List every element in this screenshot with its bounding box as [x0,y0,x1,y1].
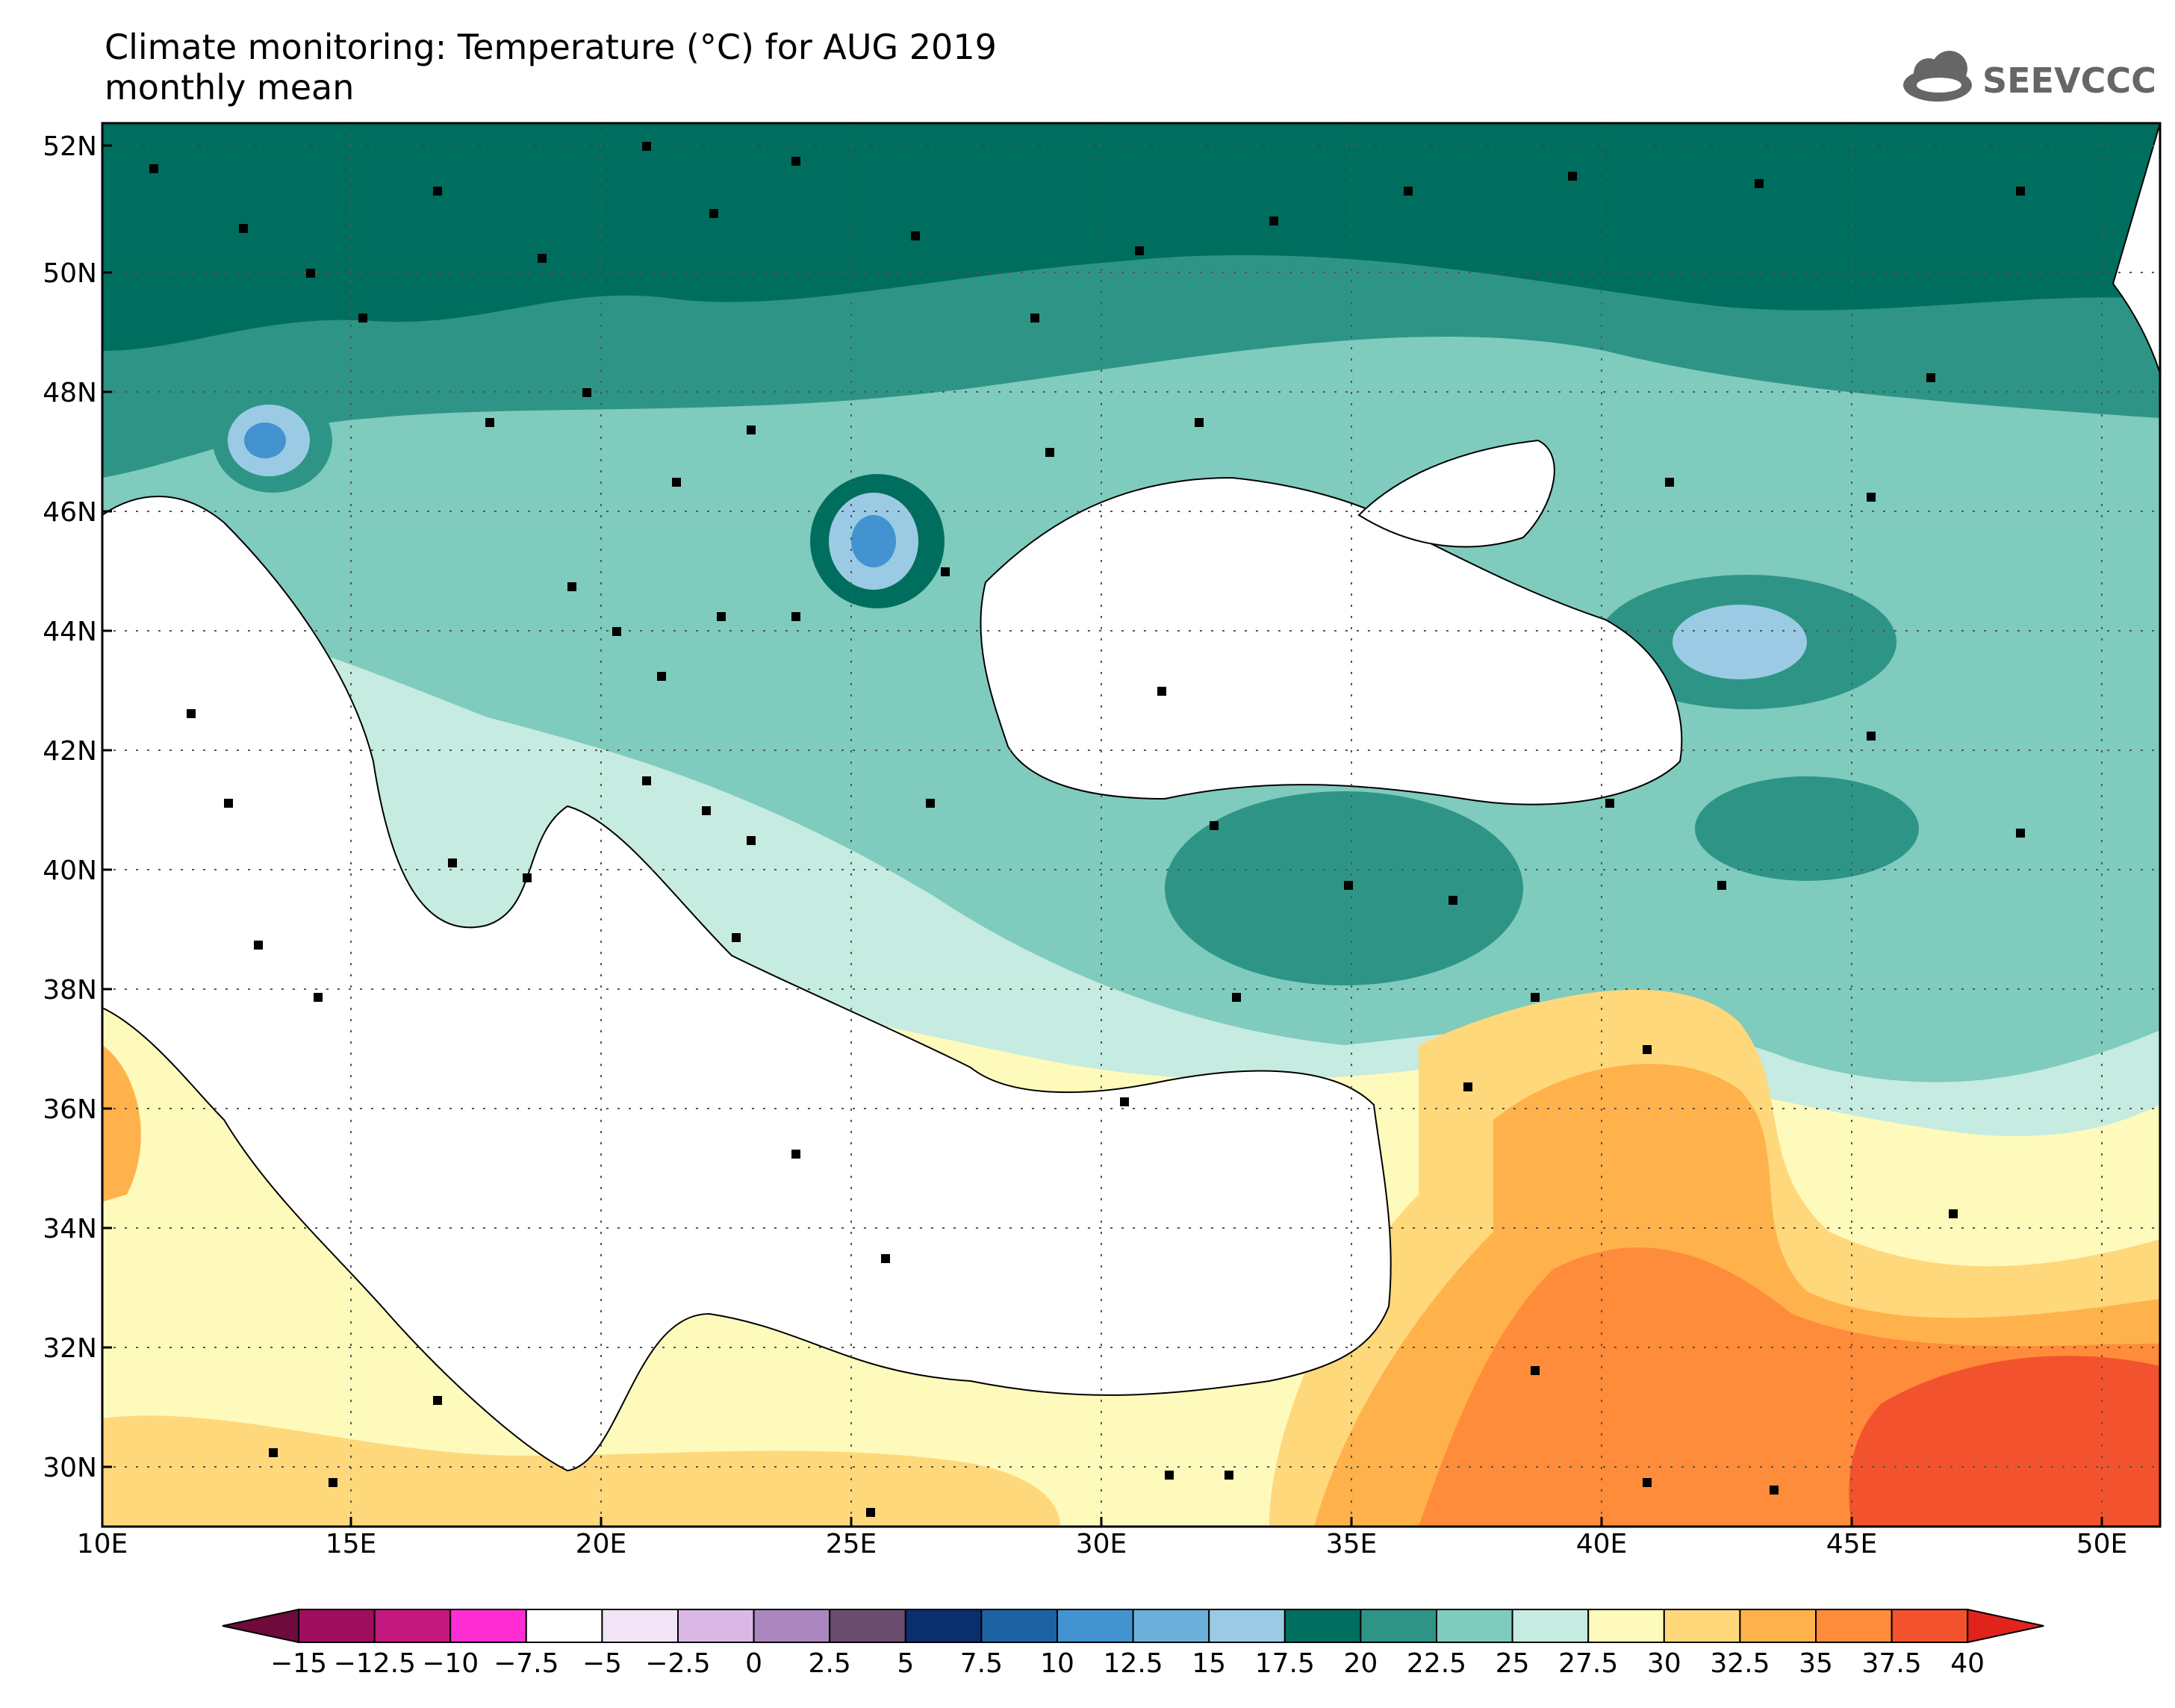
cold-spot-caucasus-core [1673,605,1807,679]
lon-label: 40E [1575,1529,1628,1559]
field-hot-west-coast [102,1045,141,1202]
colorbar-swatch [449,1609,527,1643]
axis-ticks [101,144,2103,1527]
field-band-far-north [102,123,2160,351]
lat-label: 52N [43,131,97,162]
colorbar-tick-label: 37.5 [1861,1648,1922,1679]
lon-label: 25E [825,1529,877,1559]
colorbar-swatch [525,1609,603,1643]
lon-label: 15E [325,1529,377,1559]
colorbar-tick-label: 12.5 [1103,1648,1163,1679]
lat-label: 42N [43,736,97,767]
cold-spot-carpathians-center [851,515,896,567]
colorbar-tick-label: −15 [270,1648,327,1679]
lat-label: 40N [43,855,97,886]
lon-label: 10E [76,1529,128,1559]
colorbar-swatch [829,1609,906,1643]
lon-label: 35E [1325,1529,1378,1559]
colorbar-swatch [1283,1609,1362,1643]
graticule [102,123,2160,1527]
colorbar-swatch [373,1609,452,1643]
colorbar-tick-label: 25 [1495,1648,1530,1679]
colorbar-tick-label: −7.5 [494,1648,559,1679]
colorbar-tick-label: 10 [1040,1648,1074,1679]
colorbar-tick-label: 5 [897,1648,915,1679]
map-title: Climate monitoring: Temperature (°C) for… [105,27,997,67]
colorbar-tick-label: 15 [1192,1648,1227,1679]
lon-label: 30E [1075,1529,1127,1559]
colorbar-swatch [1360,1609,1438,1643]
cold-spot-armenia [1695,776,1919,881]
colorbar-tick-label: 35 [1799,1648,1833,1679]
colorbar-swatch [1891,1609,1969,1643]
colorbar-tick-label: −2.5 [645,1648,711,1679]
colorbar-swatch [298,1609,376,1643]
colorbar-swatch [1663,1609,1741,1643]
sea-of-azov [1357,439,1555,548]
lon-label: 20E [575,1529,627,1559]
lat-label: 38N [43,975,97,1006]
seevccc-logo: SEEVCCC [1903,51,2154,102]
colorbar [222,1608,2044,1644]
colorbar-tick-label: 20 [1343,1648,1378,1679]
colorbar-over-arrow [1967,1608,2044,1644]
colorbar-tick-label: 27.5 [1558,1648,1619,1679]
colorbar-swatch [677,1609,755,1643]
lat-label: 30N [43,1453,97,1483]
colorbar-tick-label: 2.5 [808,1648,851,1679]
colorbar-tick-label: 22.5 [1406,1648,1467,1679]
lat-label: 46N [43,497,97,528]
colorbar-swatch [1436,1609,1513,1643]
station-markers [149,142,2025,1517]
lat-label: 34N [43,1214,97,1244]
plot-frame [101,122,2162,1528]
colorbar-swatch [980,1609,1059,1643]
lat-label: 50N [43,258,97,289]
colorbar-swatch [904,1609,983,1643]
water-bodies [102,123,2160,1472]
black-sea [980,476,1683,805]
colorbar-tick-label: 32.5 [1710,1648,1770,1679]
colorbar-tick-label: −10 [422,1648,479,1679]
mediterranean-sea [102,496,1392,1472]
colorbar-tick-label: 40 [1950,1648,1985,1679]
colorbar-tick-label: −5 [582,1648,622,1679]
lat-label: 36N [43,1094,97,1125]
colorbar-swatch [1815,1609,1893,1643]
colorbar-swatch [1057,1609,1134,1643]
lon-label: 50E [2076,1529,2128,1559]
colorbar-swatch [1511,1609,1590,1643]
lat-label: 44N [43,617,97,647]
colorbar-swatch [753,1609,831,1643]
colorbar-tick-label: 17.5 [1254,1648,1315,1679]
colorbar-swatch [1208,1609,1286,1643]
field-band-extreme [1849,1356,2160,1527]
colorbar-swatch [1739,1609,1817,1643]
logo-text: SEEVCCC [1982,60,2154,101]
colorbar-swatch [1132,1609,1210,1643]
map-subtitle: monthly mean [105,67,355,107]
colorbar-tick-label: 7.5 [959,1648,1004,1679]
lon-label: 45E [1826,1529,1878,1559]
cold-spot-alps-center [244,423,286,458]
lat-label: 48N [43,378,97,408]
field-band-hot-west [102,1415,1060,1527]
colorbar-swatch [601,1609,679,1643]
colorbar-tick-label: −12.5 [333,1648,416,1679]
colorbar-tick-label: 30 [1646,1648,1681,1679]
lat-label: 32N [43,1333,97,1364]
colorbar-tick-label: 0 [745,1648,763,1679]
colorbar-under-arrow [222,1608,299,1644]
cloud-icon [1903,51,1972,102]
colorbar-swatch [1587,1609,1665,1643]
